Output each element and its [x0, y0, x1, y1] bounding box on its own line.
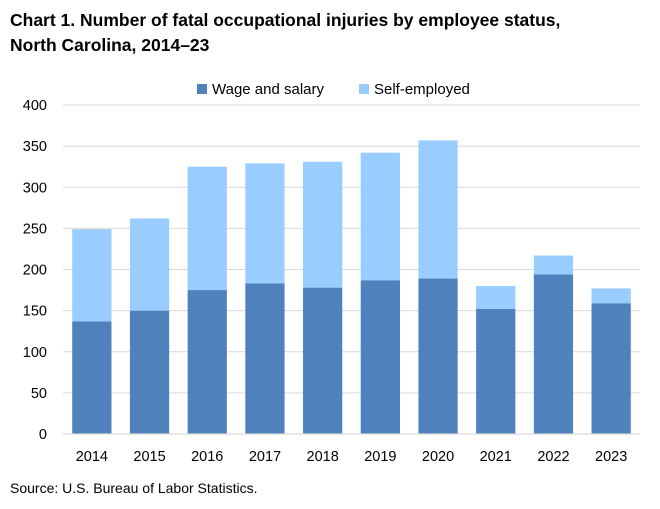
y-tick-label-50: 50	[31, 386, 47, 402]
x-tick-label-2017: 2017	[249, 449, 281, 465]
bar-self-employed-2018	[303, 161, 343, 288]
bar-wage-and-salary-2014	[72, 321, 112, 434]
source-note: Source: U.S. Bureau of Labor Statistics.	[10, 480, 258, 496]
x-tick-label-2018: 2018	[307, 449, 339, 465]
legend-self-employed-label: Self-employed	[374, 81, 470, 98]
x-tick-label-2023: 2023	[595, 449, 627, 465]
bar-self-employed-2015	[129, 218, 170, 311]
y-tick-label-250: 250	[23, 221, 47, 237]
bar-wage-and-salary-2018	[303, 287, 343, 434]
y-tick-label-350: 350	[23, 139, 47, 155]
y-tick-label-0: 0	[39, 427, 47, 443]
bar-wage-and-salary-2015	[129, 310, 170, 435]
bar-wage-and-salary-2023	[591, 303, 631, 434]
y-tick-label-100: 100	[23, 345, 47, 361]
y-tick-label-200: 200	[23, 263, 47, 279]
legend-wage-and-salary-label: Wage and salary	[212, 81, 325, 98]
x-tick-label-2020: 2020	[422, 449, 454, 465]
legend-self-employed-swatch	[359, 84, 369, 94]
x-tick-label-2019: 2019	[364, 449, 396, 465]
y-tick-label-400: 400	[23, 98, 47, 114]
bar-wage-and-salary-2019	[360, 280, 400, 434]
bar-wage-and-salary-2016	[187, 290, 227, 434]
x-tick-label-2021: 2021	[480, 449, 512, 465]
chart-title-line-1: Chart 1. Number of fatal occupational in…	[10, 10, 561, 30]
bar-wage-and-salary-2017	[245, 283, 285, 434]
y-tick-label-300: 300	[23, 180, 47, 196]
bar-self-employed-2020	[418, 140, 458, 279]
bar-self-employed-2016	[187, 166, 227, 291]
bar-self-employed-2023	[591, 288, 631, 304]
bar-self-employed-2021	[476, 285, 516, 309]
x-tick-label-2014: 2014	[76, 449, 108, 465]
bar-wage-and-salary-2021	[476, 308, 516, 434]
bar-self-employed-2022	[533, 255, 574, 275]
x-tick-label-2016: 2016	[191, 449, 223, 465]
legend-wage-and-salary-swatch	[197, 84, 207, 94]
chart-title: Chart 1. Number of fatal occupational in…	[10, 8, 650, 58]
x-tick-label-2022: 2022	[537, 449, 569, 465]
bar-self-employed-2019	[360, 152, 400, 281]
bar-self-employed-2017	[245, 163, 285, 284]
x-tick-label-2015: 2015	[133, 449, 165, 465]
bar-wage-and-salary-2020	[418, 278, 458, 434]
bar-wage-and-salary-2022	[533, 274, 574, 434]
chart-title-line-2: North Carolina, 2014–23	[10, 35, 210, 55]
bar-self-employed-2014	[72, 229, 112, 322]
y-tick-label-150: 150	[23, 304, 47, 320]
